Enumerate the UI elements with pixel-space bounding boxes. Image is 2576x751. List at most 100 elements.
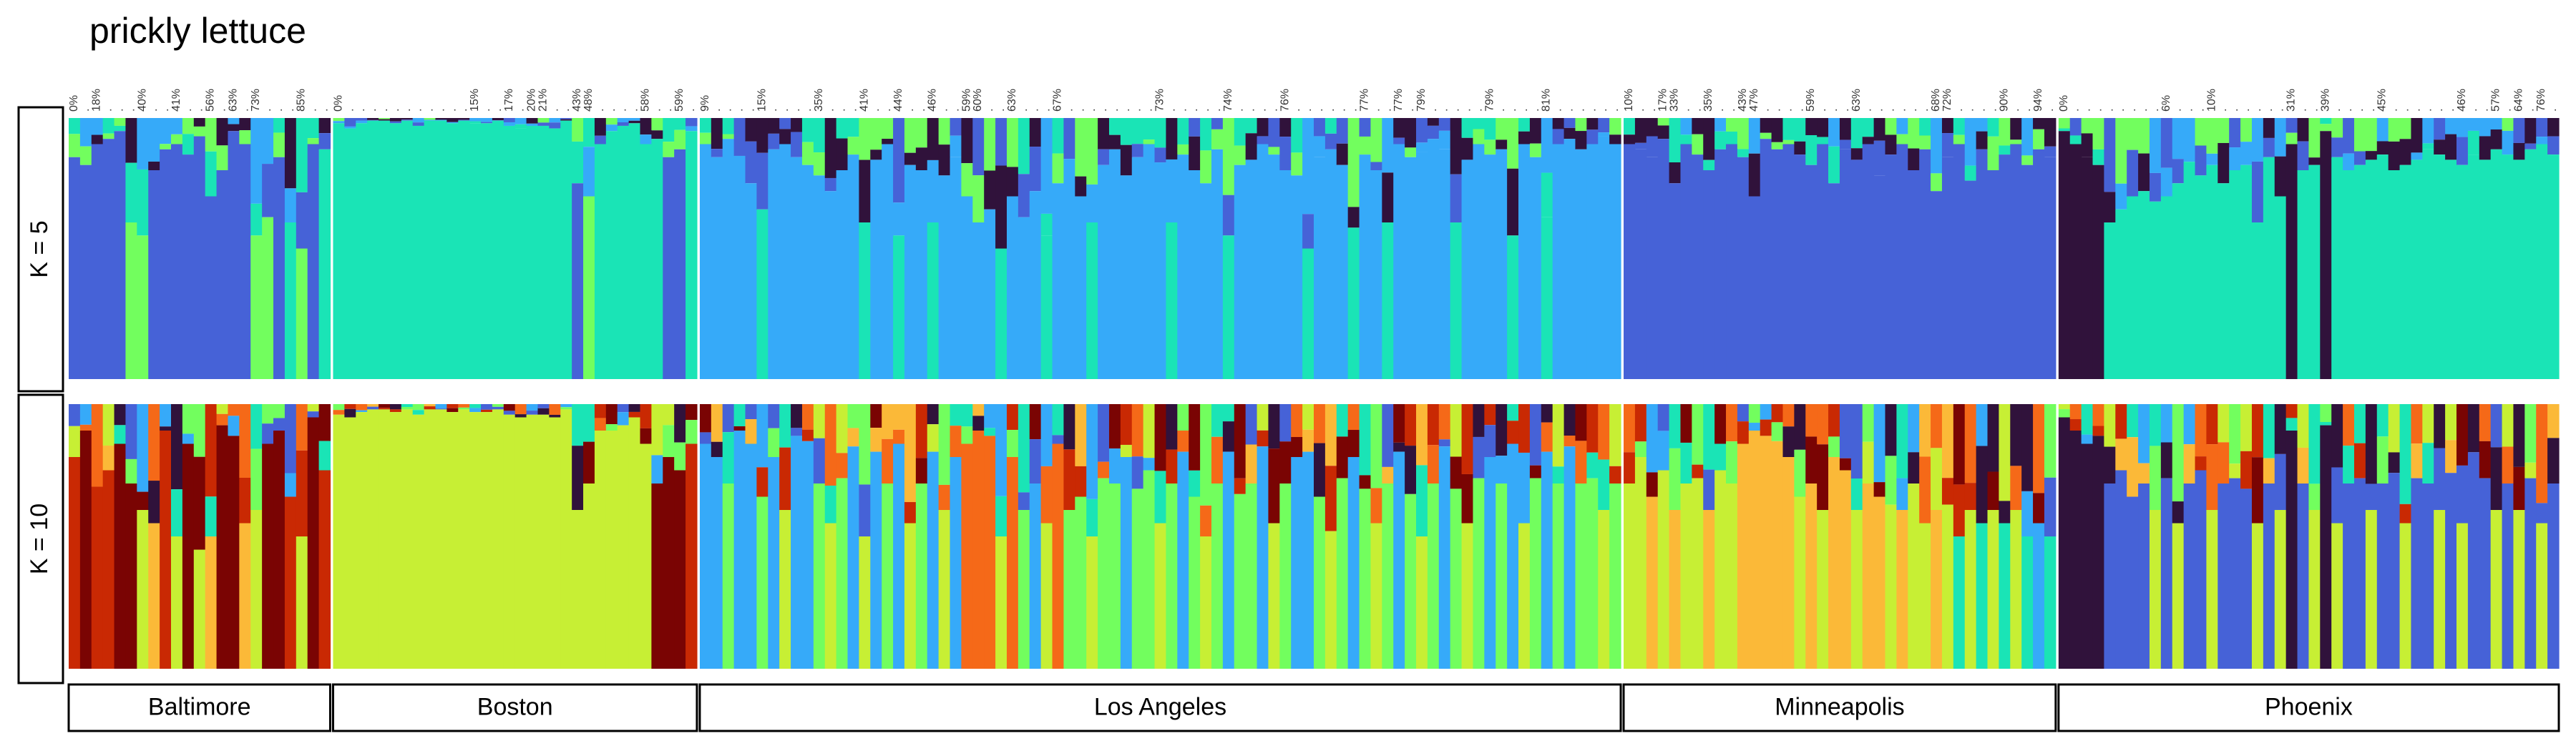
bar-segment — [1496, 139, 1508, 149]
tick-label: . — [2296, 109, 2308, 112]
bar-segment — [594, 404, 607, 418]
bar-segment — [1850, 404, 1863, 478]
bar-segment — [1575, 404, 1587, 441]
bar-segment — [1484, 457, 1496, 669]
bar-segment — [1416, 118, 1428, 143]
bar-segment — [537, 118, 550, 123]
population-bars — [699, 404, 1621, 669]
bar-segment — [1657, 431, 1670, 471]
bar-segment — [1896, 118, 1908, 134]
bar-segment — [1222, 421, 1235, 452]
bar-segment — [333, 414, 345, 669]
bar-segment — [915, 147, 928, 170]
bar-segment — [389, 123, 402, 380]
tick-label: . — [1347, 109, 1360, 112]
bar-segment — [356, 412, 368, 669]
bar-segment — [1200, 536, 1212, 669]
bar-segment — [1896, 404, 1908, 478]
bar-segment — [296, 450, 308, 536]
bar-segment — [1999, 523, 2011, 669]
bar-segment — [273, 418, 286, 431]
bar-segment — [549, 122, 561, 129]
bar-segment — [1987, 170, 1999, 379]
bar-segment — [1040, 118, 1053, 214]
bar-segment — [1873, 175, 1886, 380]
bar-segment — [1098, 118, 1110, 149]
bar-segment — [2320, 118, 2332, 124]
bar-segment — [318, 133, 331, 149]
bar-segment — [938, 144, 951, 176]
bar-segment — [1291, 152, 1303, 176]
bar-segment — [1771, 142, 1784, 149]
tick-label: . — [2331, 109, 2343, 112]
bar-segment — [1108, 118, 1121, 135]
bar-segment — [2376, 484, 2389, 669]
k-panel-label: K = 10 — [17, 393, 64, 684]
bar-segment — [2069, 431, 2082, 669]
bar-segment — [2206, 404, 2218, 445]
bar-segment — [2513, 510, 2525, 669]
tick-label: . — [2274, 109, 2286, 112]
bar-segment — [1541, 217, 1553, 379]
bar-segment — [2138, 484, 2150, 669]
tick-label: 73% — [1153, 89, 1166, 112]
bar-segment — [526, 118, 539, 124]
bar-segment — [1782, 404, 1795, 427]
bar-segment — [1438, 118, 1451, 131]
bar-segment — [1211, 404, 1224, 437]
tick-label: . — [1495, 109, 1507, 112]
bar-segment — [2092, 426, 2105, 436]
bar-segment — [1234, 118, 1246, 146]
bar-segment — [2149, 404, 2162, 446]
bar-segment — [1279, 404, 1292, 442]
bar-segment — [779, 447, 791, 510]
bar-segment — [1657, 139, 1670, 379]
bar-segment — [125, 484, 137, 669]
bar-segment — [2388, 404, 2401, 453]
bar-segment — [1359, 489, 1372, 669]
bar-segment — [2069, 144, 2082, 379]
bar-segment — [2021, 155, 2034, 165]
bar-segment — [205, 151, 218, 197]
tick-label: . — [2388, 109, 2400, 112]
bar-segment — [1063, 510, 1075, 669]
bar-segment — [1450, 456, 1463, 489]
bar-segment — [2547, 484, 2560, 669]
bar-segment — [344, 417, 356, 669]
bar-segment — [813, 484, 826, 669]
bar-segment — [69, 157, 81, 379]
bar-segment — [2115, 404, 2127, 439]
bar-segment — [2353, 165, 2366, 379]
tick-label: . — [125, 109, 137, 112]
tick-label: 45% — [2376, 89, 2389, 112]
population-box — [67, 683, 331, 732]
bar-segment — [2044, 118, 2057, 147]
bar-segment — [1438, 149, 1451, 380]
bar-segment — [1063, 449, 1075, 510]
bar-segment — [756, 404, 769, 468]
bar-segment — [2160, 167, 2173, 197]
bar-segment — [722, 139, 735, 379]
bar-segment — [1896, 134, 1908, 144]
bar-segment — [1359, 404, 1372, 476]
bar-segment — [711, 457, 723, 669]
bar-segment — [125, 458, 137, 484]
bar-segment — [1314, 136, 1326, 157]
bar-segment — [1703, 469, 1715, 510]
bar-segment — [307, 138, 320, 144]
bar-segment — [2490, 510, 2503, 669]
bar-segment — [628, 123, 641, 380]
bar-segment — [663, 142, 675, 157]
tick-label: 59% — [673, 89, 686, 112]
bar-segment — [1291, 404, 1303, 438]
tick-label: . — [650, 109, 663, 112]
bar-segment — [2434, 404, 2446, 448]
bar-segment — [228, 124, 240, 132]
bar-segment — [102, 133, 115, 139]
bar-segment — [640, 134, 652, 144]
bar-segment — [1805, 165, 1818, 379]
bar-segment — [356, 120, 368, 124]
tick-label: . — [904, 109, 916, 112]
tick-label: 77% — [1359, 89, 1371, 112]
bar-segment — [1541, 422, 1553, 452]
